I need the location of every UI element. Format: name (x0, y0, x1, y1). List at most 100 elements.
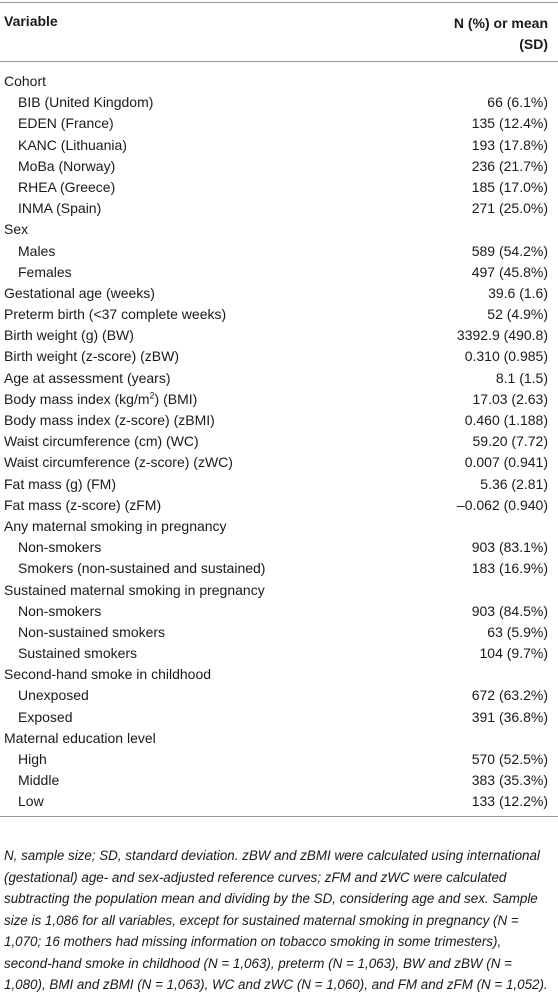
label-text: Fat mass (z-score) (zFM) (4, 496, 162, 513)
row-label: Sustained maternal smoking in pregnancy (4, 580, 265, 601)
row-value: 391 (36.8%) (471, 708, 548, 725)
row-value: 183 (16.9%) (471, 560, 548, 577)
label-text: High (18, 751, 47, 767)
row-label: Non-sustained smokers (18, 622, 165, 643)
label-text: KANC (Lithuania) (18, 136, 127, 153)
row-value: 59.20 (7.72) (472, 433, 549, 450)
label-text: Females (18, 263, 72, 280)
row-value: 271 (25.0%) (471, 200, 548, 217)
row-label: Age at assessment (years) (4, 368, 171, 389)
label-text: INMA (Spain) (18, 200, 102, 217)
header-value: N (%) or mean (SD) (453, 15, 548, 52)
label-text: Non-smokers (18, 539, 102, 556)
row: Age at assessment (years) 8.1 (1.5) (0, 368, 558, 389)
label-text: Sustained smokers (18, 645, 138, 662)
label-sup: 2 (149, 390, 155, 401)
label-text: Preterm birth (<37 complete weeks) (4, 306, 227, 323)
row: Maternal education level (0, 728, 558, 749)
label-text: Maternal education level (4, 729, 156, 746)
label-text: RHEA (Greece) (18, 178, 116, 195)
label-text: Middle (18, 772, 60, 789)
row: Fat mass (z-score) (zFM) –0.062 (0.940) (0, 495, 558, 516)
row-label: Birth weight (z-score) (zBW) (4, 346, 179, 367)
row-value: 135 (12.4%) (471, 115, 548, 132)
row-value: 903 (84.5%) (471, 602, 548, 619)
row-label: Gestational age (weeks) (4, 283, 155, 304)
label-text: Low (18, 793, 44, 810)
row: Waist circumference (z-score) (zWC) 0.007… (0, 452, 558, 473)
row-label: Preterm birth (<37 complete weeks) (4, 304, 226, 325)
row-value: 133 (12.2%) (471, 793, 548, 810)
row-value: 903 (83.1%) (471, 539, 548, 556)
row-label: Sustained smokers (18, 643, 137, 664)
row: Cohort (0, 71, 558, 92)
row-label: Body mass index (z-score) (zBMI) (4, 410, 215, 431)
row-label: High (18, 749, 47, 770)
row-label: INMA (Spain) (18, 198, 101, 219)
row-label: Females (18, 262, 72, 283)
label-text: Body mass index (z-score) (zBMI) (4, 412, 215, 428)
row-value: 0.007 (0.941) (464, 454, 548, 471)
row: Body mass index (z-score) (zBMI) 0.460 (1… (0, 410, 558, 431)
label-text: Waist circumference (cm) (WC) (4, 433, 199, 450)
row: Any maternal smoking in pregnancy (0, 516, 558, 537)
sub-row: High 570 (52.5%) (0, 749, 558, 770)
label-text: MoBa (Norway) (18, 157, 116, 174)
row-label: Maternal education level (4, 728, 156, 749)
row: Fat mass (g) (FM) 5.36 (2.81) (0, 474, 558, 495)
sub-row: BIB (United Kingdom) 66 (6.1%) (0, 92, 558, 113)
label-text: Gestational age (weeks) (4, 284, 155, 301)
row-value: 66 (6.1%) (487, 94, 548, 111)
row-label: Males (18, 241, 55, 262)
label-text: ) (BMI) (154, 390, 198, 407)
label-text: Non-sustained smokers (18, 623, 166, 640)
row-value: 570 (52.5%) (471, 751, 548, 767)
row-label: Non-smokers (18, 601, 101, 622)
sub-row: MoBa (Norway) 236 (21.7%) (0, 156, 558, 177)
sub-row: Sustained smokers 104 (9.7%) (0, 643, 558, 664)
label-text: Waist circumference (z-score) (zWC) (4, 454, 233, 471)
row-label: Sex (4, 219, 28, 240)
label-text: Second-hand smoke in childhood (4, 666, 212, 683)
label-text: Smokers (non-sustained and sustained) (18, 560, 266, 577)
row-label: Cohort (4, 71, 46, 92)
row-label: Fat mass (z-score) (zFM) (4, 495, 161, 516)
row-label: Middle (18, 770, 59, 791)
sub-row: Exposed 391 (36.8%) (0, 707, 558, 728)
sub-row: Non-smokers 903 (84.5%) (0, 601, 558, 622)
row-value: 0.460 (1.188) (464, 412, 548, 428)
row-label: KANC (Lithuania) (18, 135, 127, 156)
row-value: 8.1 (1.5) (495, 369, 548, 386)
row-label: Any maternal smoking in pregnancy (4, 516, 227, 537)
row: Sustained maternal smoking in pregnancy (0, 580, 558, 601)
label-text: Fat mass (g) (FM) (4, 475, 116, 492)
row-label: BIB (United Kingdom) (18, 92, 153, 113)
row-label: Fat mass (g) (FM) (4, 474, 116, 495)
sub-row: KANC (Lithuania) 193 (17.8%) (0, 135, 558, 156)
row-label: Smokers (non-sustained and sustained) (18, 558, 265, 579)
row-label: MoBa (Norway) (18, 156, 115, 177)
sub-row: RHEA (Greece) 185 (17.0%) (0, 177, 558, 198)
row-label: RHEA (Greece) (18, 177, 115, 198)
label-text: Unexposed (18, 687, 89, 704)
sub-row: Unexposed 672 (63.2%) (0, 685, 558, 706)
row-label: Waist circumference (z-score) (zWC) (4, 452, 233, 473)
row: Waist circumference (cm) (WC) 59.20 (7.72… (0, 431, 558, 452)
row: Sex (0, 219, 558, 240)
row: Preterm birth (<37 complete weeks) 52 (4.… (0, 304, 558, 325)
row-label: Second-hand smoke in childhood (4, 664, 211, 685)
row-value: 17.03 (2.63) (472, 390, 549, 407)
sub-row: Non-smokers 903 (83.1%) (0, 537, 558, 558)
label-text: Sustained maternal smoking in pregnancy (4, 581, 265, 598)
row-value: 185 (17.0%) (471, 178, 548, 195)
label-text: EDEN (France) (18, 115, 114, 132)
row-label: Body mass index (kg/m2) (BMI) (4, 389, 197, 410)
row: Birth weight (z-score) (zBW) 0.310 (0.985… (0, 346, 558, 367)
row-label: Waist circumference (cm) (WC) (4, 431, 199, 452)
row-value: 52 (4.9%) (487, 306, 548, 323)
row-label: Birth weight (g) (BW) (4, 325, 134, 346)
row-label: Exposed (18, 707, 72, 728)
label-text: Cohort (4, 73, 47, 89)
sub-row: Males 589 (54.2%) (0, 241, 558, 262)
label-text: Sex (4, 221, 29, 238)
